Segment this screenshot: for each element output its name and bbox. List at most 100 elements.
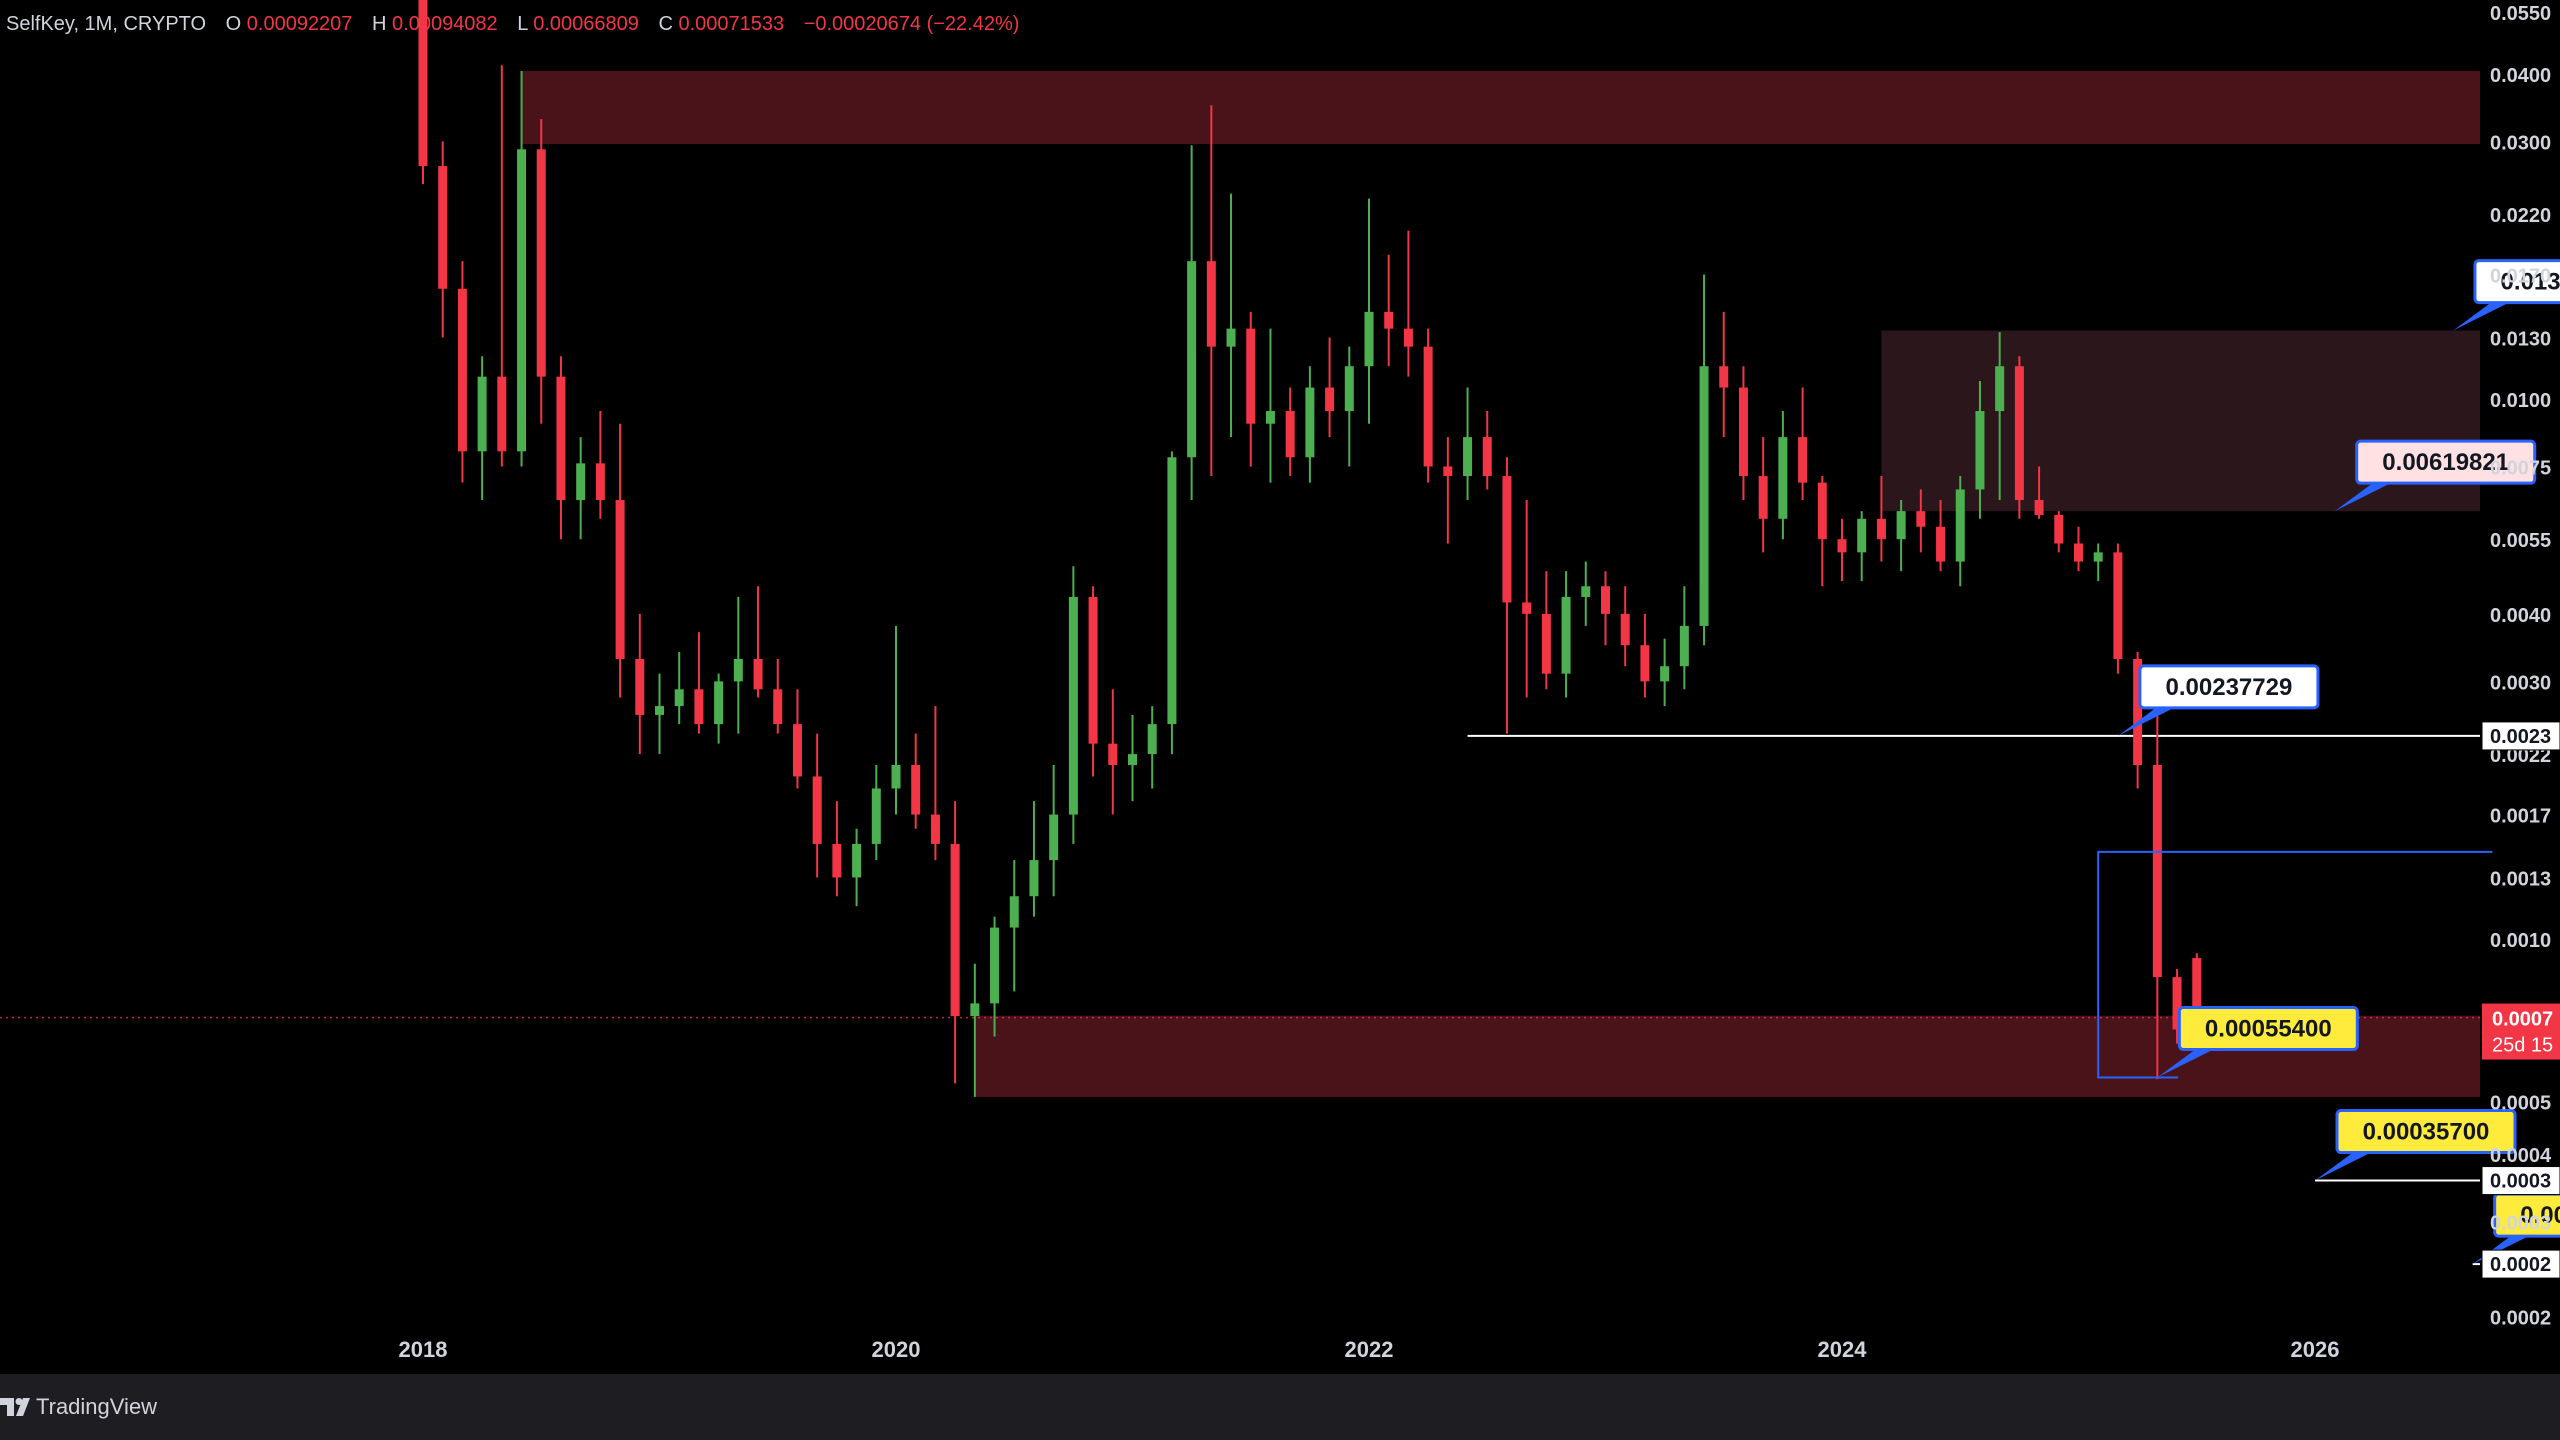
candle-2024-07[interactable]	[1955, 476, 1965, 587]
candle-2020-01[interactable]	[891, 625, 901, 815]
candle-2020-11[interactable]	[1088, 586, 1098, 777]
candle-2018-04[interactable]	[477, 356, 487, 501]
candle-2024-05[interactable]	[1916, 489, 1926, 553]
candle-2019-01[interactable]	[655, 673, 664, 755]
candle-2021-12[interactable]	[1344, 346, 1354, 467]
candle-2023-03[interactable]	[1640, 613, 1650, 698]
candle-2024-09[interactable]	[1995, 332, 2005, 501]
price-label-4[interactable]: 0.00055400	[2157, 1006, 2359, 1078]
candle-2024-02[interactable]	[1857, 511, 1867, 582]
projection-bracket[interactable]	[2097, 850, 2493, 1079]
candle-2020-12[interactable]	[1108, 689, 1118, 815]
candle-2023-08[interactable]	[1738, 366, 1748, 501]
candle-2024-12[interactable]	[2054, 511, 2064, 553]
candle-2022-02[interactable]	[1384, 254, 1394, 367]
candle-2018-09[interactable]	[576, 437, 586, 540]
candle-2020-06[interactable]	[990, 916, 1000, 1037]
candle-2022-04[interactable]	[1423, 328, 1433, 483]
candle-2022-09[interactable]	[1522, 500, 1532, 698]
candle-2024-03[interactable]	[1876, 476, 1886, 562]
candle-2024-10[interactable]	[2014, 356, 2024, 519]
price-label-5[interactable]: 0.00035700	[2315, 1109, 2517, 1181]
candle-2021-09[interactable]	[1285, 387, 1295, 477]
candle-2024-06[interactable]	[1936, 500, 1946, 572]
price-label-3[interactable]: 0.00237729	[2117, 664, 2320, 736]
time-axis[interactable]: 201820202022202420262028203020322034	[399, 1337, 2560, 1362]
candle-2022-12[interactable]	[1581, 561, 1591, 626]
candle-2021-06[interactable]	[1226, 193, 1236, 438]
candle-2023-11[interactable]	[1798, 387, 1808, 501]
candle-2019-08[interactable]	[792, 689, 802, 789]
candle-2021-04[interactable]	[1187, 145, 1197, 501]
candle-2018-03[interactable]	[457, 261, 467, 483]
candle-2020-03[interactable]	[930, 706, 940, 861]
candle-2023-01[interactable]	[1601, 571, 1610, 646]
candle-2021-05[interactable]	[1206, 105, 1216, 477]
candle-2023-02[interactable]	[1620, 586, 1630, 667]
price-chart[interactable]: 0.029667420.013387500.006198210.00237729…	[0, 0, 2560, 1374]
candle-2019-06[interactable]	[753, 586, 763, 698]
candle-2018-11[interactable]	[615, 423, 625, 698]
candle-2021-01[interactable]	[1128, 714, 1137, 802]
candle-2025-03[interactable]	[2113, 543, 2123, 674]
candle-2018-10[interactable]	[595, 411, 605, 519]
candle-2024-08[interactable]	[1975, 380, 1985, 519]
tradingview-brand[interactable]: TradingView	[36, 1394, 158, 1419]
candle-2020-02[interactable]	[911, 733, 921, 829]
candle-2019-03[interactable]	[694, 632, 704, 734]
candle-2019-02[interactable]	[674, 652, 684, 725]
candle-2022-08[interactable]	[1502, 457, 1512, 734]
candle-2023-04[interactable]	[1660, 638, 1670, 707]
candle-2023-10[interactable]	[1778, 411, 1788, 540]
candle-2018-07[interactable]	[536, 119, 546, 424]
candle-2023-05[interactable]	[1679, 586, 1689, 690]
candle-2022-05[interactable]	[1443, 437, 1453, 544]
candle-2019-11[interactable]	[852, 828, 862, 907]
candle-2020-05[interactable]	[970, 963, 980, 1097]
candle-2022-11[interactable]	[1561, 571, 1571, 698]
candle-2023-09[interactable]	[1758, 437, 1768, 553]
candle-2023-06[interactable]	[1699, 274, 1709, 646]
candle-2021-11[interactable]	[1325, 337, 1335, 438]
price-label-1[interactable]: 0.01338750	[2452, 259, 2560, 331]
candle-2019-10[interactable]	[832, 801, 842, 897]
candle-2023-07[interactable]	[1719, 311, 1729, 438]
candle-2024-04[interactable]	[1896, 500, 1906, 572]
candle-2021-03[interactable]	[1167, 451, 1177, 755]
candle-2020-10[interactable]	[1068, 566, 1078, 844]
price-axis[interactable]: 0.0550 0.0400 0.0300 0.0220 0.0170 0.0130 0.01…	[2481, 3, 2560, 1329]
candle-2022-07[interactable]	[1482, 411, 1492, 490]
candle-2019-07[interactable]	[773, 659, 783, 734]
candle-2020-04[interactable]	[950, 801, 960, 1084]
candle-2018-01[interactable]	[418, 0, 428, 185]
zone-rect-0[interactable]	[521, 70, 2480, 144]
candle-2020-08[interactable]	[1029, 801, 1039, 917]
candle-2018-06[interactable]	[517, 70, 527, 467]
candle-2022-03[interactable]	[1403, 230, 1413, 377]
candle-2020-09[interactable]	[1049, 765, 1059, 897]
candle-2021-02[interactable]	[1147, 706, 1157, 789]
candle-2019-05[interactable]	[733, 596, 743, 734]
candle-2021-07[interactable]	[1246, 311, 1256, 467]
candle-2021-08[interactable]	[1265, 328, 1275, 483]
price-label-2[interactable]: 0.00619821	[2334, 439, 2537, 512]
candle-2023-12[interactable]	[1817, 476, 1827, 587]
candle-2018-05[interactable]	[497, 65, 507, 467]
candle-2020-07[interactable]	[1009, 860, 1019, 992]
candle-2019-09[interactable]	[812, 733, 822, 878]
candle-2025-05[interactable]	[2152, 689, 2162, 1080]
candle-2018-08[interactable]	[556, 356, 566, 540]
candle-2025-01[interactable]	[2074, 526, 2083, 572]
candle-2022-06[interactable]	[1463, 387, 1473, 501]
candle-2018-02[interactable]	[438, 141, 448, 338]
candle-2025-06[interactable]	[2172, 968, 2182, 1044]
candle-2025-02[interactable]	[2093, 543, 2103, 582]
candle-2019-04[interactable]	[714, 673, 724, 744]
candle-2022-01[interactable]	[1364, 198, 1374, 424]
candle-2024-01[interactable]	[1837, 518, 1847, 582]
candle-2019-12[interactable]	[871, 765, 881, 861]
candle-2018-12[interactable]	[635, 613, 645, 755]
tradingview-logo-icon[interactable]	[0, 1394, 30, 1420]
candle-2022-10[interactable]	[1541, 571, 1551, 690]
candle-2021-10[interactable]	[1305, 366, 1315, 483]
